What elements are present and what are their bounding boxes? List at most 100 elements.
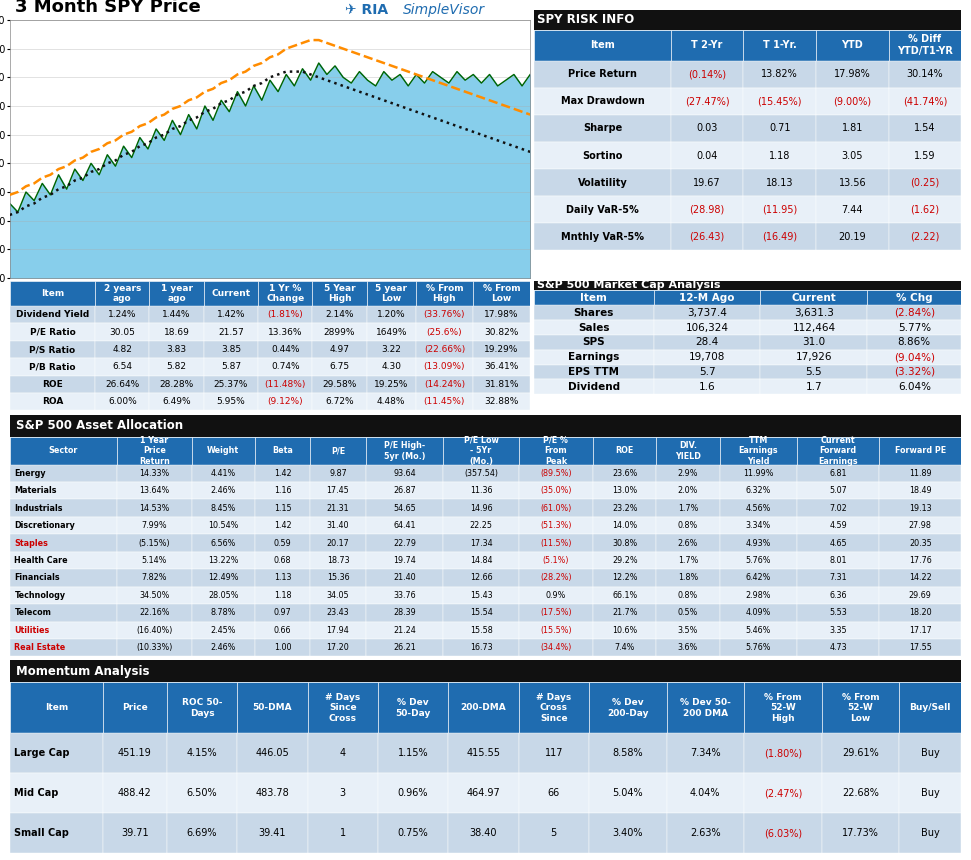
FancyBboxPatch shape [254, 534, 311, 552]
Text: 28.39: 28.39 [393, 608, 416, 617]
Text: 10.6%: 10.6% [612, 626, 637, 635]
Text: Price Return: Price Return [568, 69, 637, 79]
FancyBboxPatch shape [367, 393, 416, 410]
FancyBboxPatch shape [593, 569, 656, 587]
FancyBboxPatch shape [867, 291, 961, 305]
FancyBboxPatch shape [444, 604, 519, 622]
FancyBboxPatch shape [821, 773, 899, 814]
Text: 2.9%: 2.9% [678, 469, 698, 478]
FancyBboxPatch shape [254, 639, 311, 656]
FancyBboxPatch shape [656, 464, 720, 482]
FancyBboxPatch shape [816, 30, 888, 61]
FancyBboxPatch shape [534, 305, 653, 320]
Text: Price: Price [122, 703, 148, 712]
Text: 22.79: 22.79 [393, 538, 416, 548]
FancyBboxPatch shape [367, 323, 416, 341]
Text: 1.44%: 1.44% [162, 310, 191, 319]
Text: 18.20: 18.20 [909, 608, 931, 617]
Text: Item: Item [581, 293, 607, 303]
FancyBboxPatch shape [367, 306, 416, 323]
FancyBboxPatch shape [416, 323, 473, 341]
FancyBboxPatch shape [671, 88, 744, 115]
Text: 4.73: 4.73 [829, 643, 847, 652]
FancyBboxPatch shape [366, 622, 444, 639]
FancyBboxPatch shape [797, 500, 879, 517]
Text: 22.25: 22.25 [470, 521, 492, 530]
Text: 1.15%: 1.15% [398, 748, 428, 759]
FancyBboxPatch shape [888, 224, 961, 250]
FancyBboxPatch shape [254, 587, 311, 604]
FancyBboxPatch shape [449, 682, 519, 734]
FancyBboxPatch shape [191, 517, 254, 534]
FancyBboxPatch shape [816, 142, 888, 169]
FancyBboxPatch shape [797, 534, 879, 552]
FancyBboxPatch shape [867, 305, 961, 320]
FancyBboxPatch shape [416, 376, 473, 393]
Text: 0.74%: 0.74% [271, 362, 300, 372]
FancyBboxPatch shape [103, 814, 167, 853]
Text: 3: 3 [340, 789, 346, 798]
FancyBboxPatch shape [366, 517, 444, 534]
FancyBboxPatch shape [449, 814, 519, 853]
FancyBboxPatch shape [10, 773, 103, 814]
FancyBboxPatch shape [311, 622, 366, 639]
FancyBboxPatch shape [10, 622, 117, 639]
FancyBboxPatch shape [10, 500, 117, 517]
Text: 6.50%: 6.50% [186, 789, 218, 798]
Text: 13.56: 13.56 [839, 178, 866, 187]
FancyBboxPatch shape [797, 587, 879, 604]
Text: 6.75: 6.75 [329, 362, 350, 372]
Text: 31.81%: 31.81% [485, 380, 519, 389]
Text: % From
Low: % From Low [483, 284, 520, 303]
FancyBboxPatch shape [117, 569, 191, 587]
FancyBboxPatch shape [671, 61, 744, 88]
FancyBboxPatch shape [237, 682, 308, 734]
FancyBboxPatch shape [366, 604, 444, 622]
FancyBboxPatch shape [95, 306, 150, 323]
FancyBboxPatch shape [10, 604, 117, 622]
Text: 21.57: 21.57 [218, 328, 244, 336]
FancyBboxPatch shape [10, 393, 95, 410]
Text: 13.36%: 13.36% [268, 328, 303, 336]
Text: (11.5%): (11.5%) [540, 538, 572, 548]
Text: 3,737.4: 3,737.4 [687, 308, 727, 318]
Text: 5.5: 5.5 [806, 367, 822, 377]
FancyBboxPatch shape [378, 814, 449, 853]
FancyBboxPatch shape [519, 814, 589, 853]
FancyBboxPatch shape [879, 569, 961, 587]
Text: 18.69: 18.69 [164, 328, 189, 336]
FancyBboxPatch shape [444, 587, 519, 604]
FancyBboxPatch shape [10, 437, 117, 464]
Text: 14.33%: 14.33% [139, 469, 170, 478]
Text: 7.02: 7.02 [829, 504, 847, 513]
FancyBboxPatch shape [10, 464, 117, 482]
Text: T 2-Yr: T 2-Yr [691, 40, 722, 50]
Text: 64.41: 64.41 [393, 521, 416, 530]
FancyBboxPatch shape [10, 359, 95, 376]
FancyBboxPatch shape [254, 464, 311, 482]
FancyBboxPatch shape [366, 534, 444, 552]
Text: (15.45%): (15.45%) [757, 96, 802, 107]
Text: 2.46%: 2.46% [211, 643, 236, 652]
FancyBboxPatch shape [378, 734, 449, 773]
Text: 12.49%: 12.49% [208, 574, 239, 582]
FancyBboxPatch shape [666, 814, 744, 853]
FancyBboxPatch shape [311, 464, 366, 482]
FancyBboxPatch shape [534, 61, 671, 88]
FancyBboxPatch shape [191, 587, 254, 604]
Text: Buy: Buy [921, 789, 940, 798]
Text: (11.45%): (11.45%) [423, 397, 465, 406]
Text: 3.34%: 3.34% [746, 521, 771, 530]
FancyBboxPatch shape [254, 552, 311, 569]
Text: P/E High-
5yr (Mo.): P/E High- 5yr (Mo.) [384, 441, 425, 460]
Text: 3.85: 3.85 [220, 345, 241, 354]
Text: 6.42%: 6.42% [746, 574, 771, 582]
FancyBboxPatch shape [416, 341, 473, 359]
FancyBboxPatch shape [744, 30, 816, 61]
Text: 19.67: 19.67 [693, 178, 720, 187]
Text: 1.15: 1.15 [274, 504, 291, 513]
FancyBboxPatch shape [797, 464, 879, 482]
FancyBboxPatch shape [367, 341, 416, 359]
FancyBboxPatch shape [191, 622, 254, 639]
Text: 21.24: 21.24 [393, 626, 416, 635]
